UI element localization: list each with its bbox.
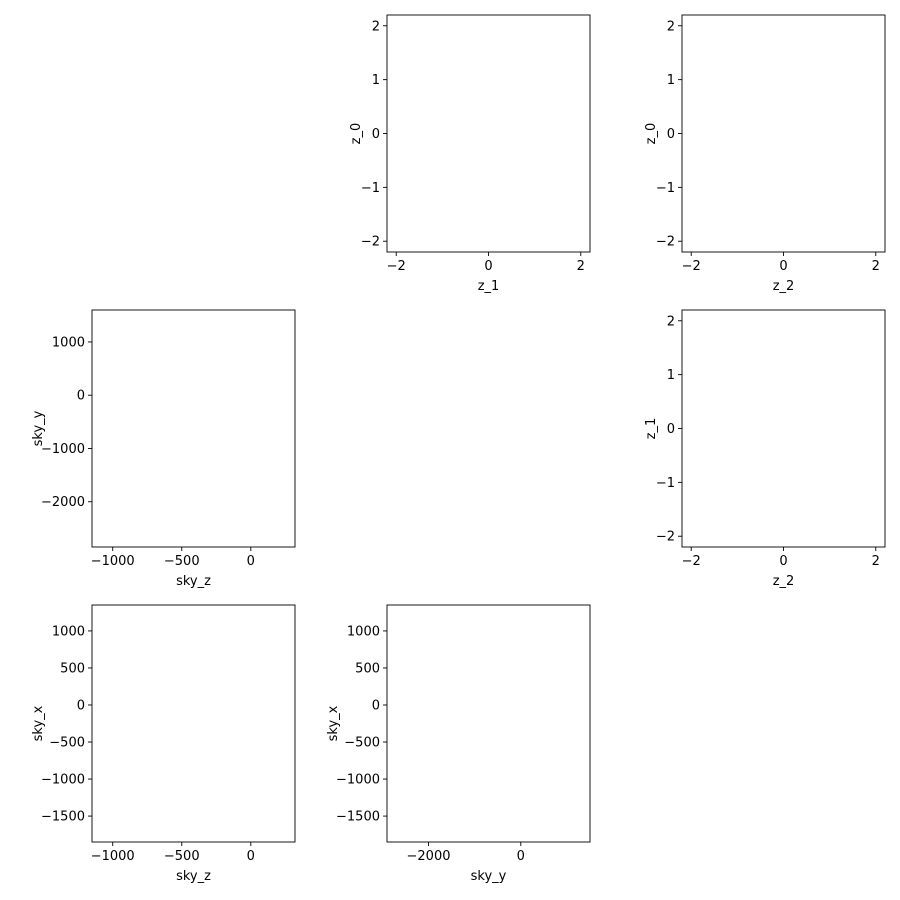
x-axis-label: z_1 bbox=[478, 279, 500, 294]
x-tick-label: −2 bbox=[682, 259, 701, 274]
y-axis-label: z_0 bbox=[349, 123, 364, 145]
axes-frame bbox=[681, 14, 886, 253]
y-tick-label: −2 bbox=[656, 235, 675, 250]
axes-frame bbox=[386, 14, 591, 253]
x-tick-label: −2 bbox=[387, 259, 406, 274]
y-tick-label: −1 bbox=[656, 181, 675, 196]
y-tick-label: −1 bbox=[361, 181, 380, 196]
panel-z1-z0: −2 0 2 −2 −1 0 1 2 z_1 z_0 bbox=[349, 14, 591, 294]
y-tick-label: −2 bbox=[361, 235, 380, 250]
x-axis-label: z_2 bbox=[773, 279, 795, 294]
x-tick-label: 0 bbox=[779, 259, 787, 274]
y-tick-label: 0 bbox=[667, 127, 675, 142]
y-tick-label: 2 bbox=[667, 19, 675, 34]
x-tick-label: 0 bbox=[484, 259, 492, 274]
y-tick-label: 0 bbox=[372, 127, 380, 142]
y-tick-label: 2 bbox=[372, 19, 380, 34]
x-tick-label: 2 bbox=[577, 259, 585, 274]
y-tick-label: 1 bbox=[667, 73, 675, 88]
x-tick-label: 2 bbox=[872, 259, 880, 274]
panel-z2-z0: −2 0 2 −2 −1 0 1 2 z_2 z_0 bbox=[644, 14, 886, 294]
y-axis-label: z_0 bbox=[644, 123, 659, 145]
y-tick-label: 1 bbox=[372, 73, 380, 88]
